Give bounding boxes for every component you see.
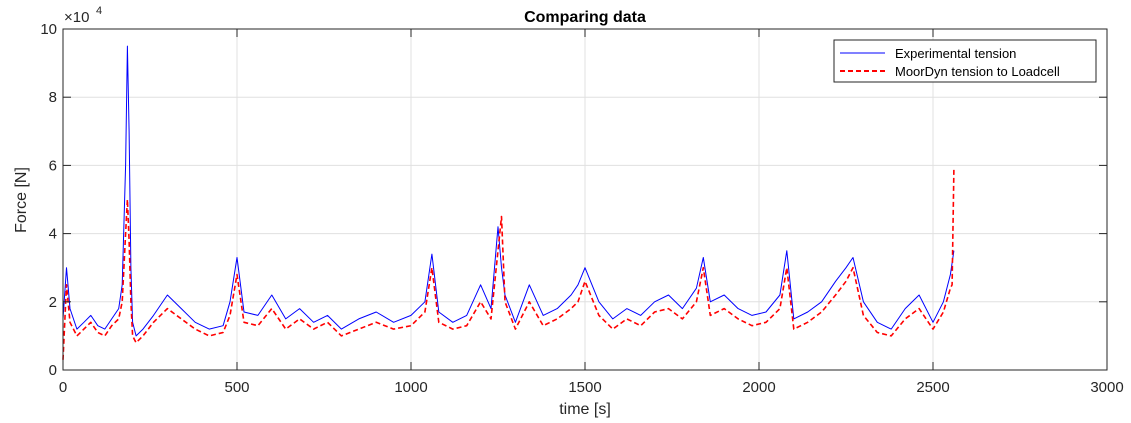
chart-title: Comparing data: [524, 9, 646, 26]
x-tick-label: 3000: [1090, 379, 1123, 396]
legend-label-experimental: Experimental tension: [895, 46, 1016, 61]
y-exponent: ×10 4: [64, 5, 102, 26]
y-tick-label: 4: [49, 226, 57, 243]
y-tick-label: 8: [49, 89, 57, 106]
series-layer: [62, 45, 955, 360]
legend: Experimental tension MoorDyn tension to …: [833, 39, 1097, 83]
y-tick-label: 10: [40, 21, 57, 38]
x-tick-label: 2000: [742, 379, 775, 396]
legend-box: [833, 39, 1097, 83]
y-tick-label: 2: [49, 294, 57, 311]
y-exponent-power: 4: [96, 5, 102, 17]
x-tick-label: 1000: [394, 379, 427, 396]
y-exponent-base: ×10: [64, 9, 89, 26]
x-tick-label: 2500: [916, 379, 949, 396]
y-axis-label: Force [N]: [13, 167, 30, 233]
tick-labels: 0 500 1000 1500 2000 2500 3000 0 2 4 6 8 10: [40, 21, 1123, 396]
ticks: [62, 28, 1108, 371]
y-tick-label: 0: [49, 362, 57, 379]
x-axis-label: time [s]: [559, 401, 611, 418]
x-tick-label: 1500: [568, 379, 601, 396]
series-experimental-tension: [62, 45, 955, 337]
y-tick-label: 6: [49, 157, 57, 174]
legend-label-moordyn: MoorDyn tension to Loadcell: [895, 64, 1060, 79]
x-tick-label: 0: [59, 379, 67, 396]
x-tick-label: 500: [224, 379, 249, 396]
